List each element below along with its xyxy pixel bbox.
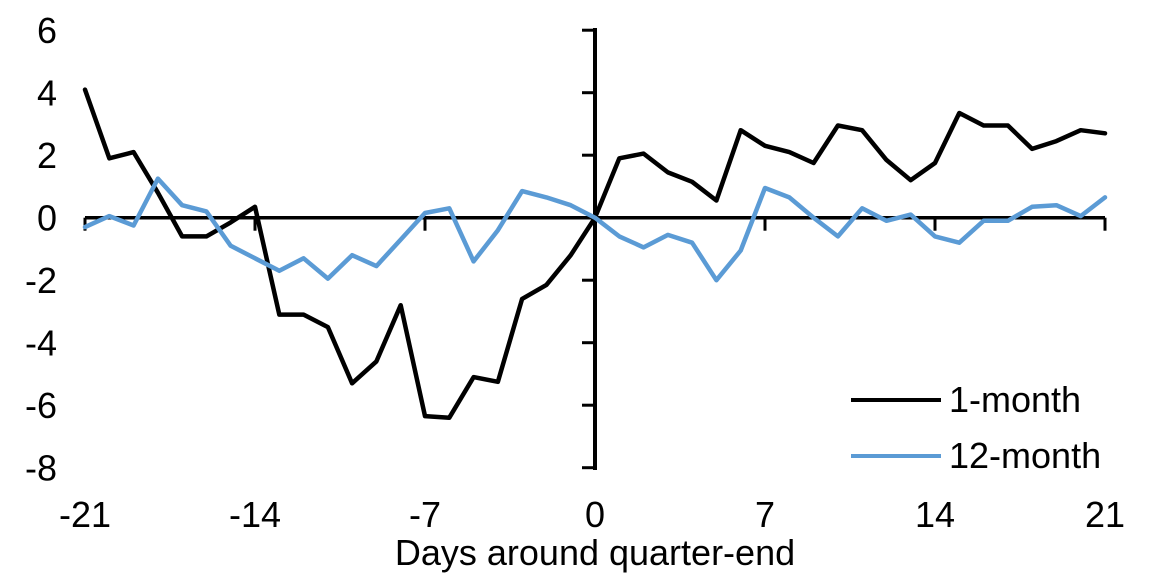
legend-item-1-month: 1-month (851, 379, 1081, 421)
y-tick-label--6: -6 (25, 385, 57, 426)
y-tick-label--2: -2 (25, 260, 57, 301)
x-tick-label-14: 14 (915, 494, 955, 535)
x-tick-label--7: -7 (409, 494, 441, 535)
y-tick-label-2: 2 (37, 135, 57, 176)
legend-label-1-month: 1-month (949, 379, 1082, 420)
y-tick-label-6: 6 (37, 10, 57, 51)
series-line-12-month (82, 176, 1108, 283)
y-tick-label-0: 0 (37, 198, 57, 239)
x-tick-label--21: -21 (59, 494, 111, 535)
y-tick-label--4: -4 (25, 323, 57, 364)
legend-item-12-month: 12-month (851, 435, 1101, 477)
legend-line-sample-1-month (851, 398, 941, 402)
x-tick-label-21: 21 (1085, 494, 1125, 535)
legend-label-12-month: 12-month (949, 435, 1102, 476)
x-tick-label-0: 0 (585, 494, 605, 535)
legend-line-sample-12-month (851, 454, 941, 458)
y-tick-label--8: -8 (25, 448, 57, 489)
x-axis-title: Days around quarter-end (394, 532, 796, 573)
x-tick-label--14: -14 (229, 494, 281, 535)
x-tick-label-7: 7 (755, 494, 775, 535)
y-tick-label-4: 4 (37, 73, 57, 114)
